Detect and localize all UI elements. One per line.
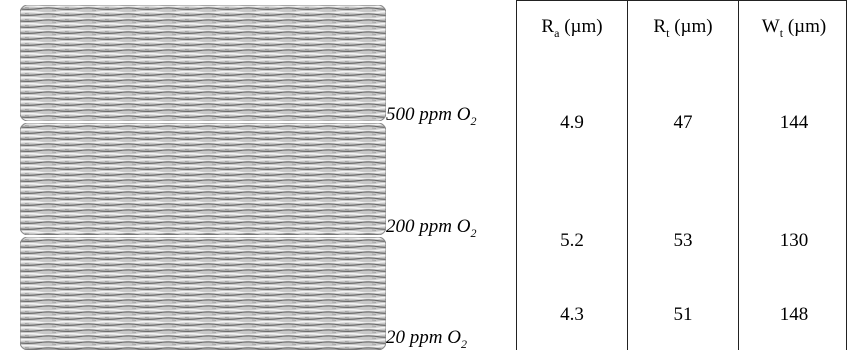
label-sub: 2 (460, 336, 467, 351)
header-unit: (µm) (564, 16, 603, 37)
column-header: Wt (µm) (739, 16, 849, 41)
sample-label: 20 ppm O2 (386, 327, 467, 352)
sample-label: 200 ppm O2 (386, 216, 476, 241)
header-sub: t (666, 25, 670, 40)
table-border (516, 0, 847, 1)
cell: 4.9 (560, 112, 584, 133)
header-sub: t (779, 25, 784, 40)
cell: 53 (673, 230, 693, 251)
micrograph (20, 5, 386, 121)
micrograph (20, 237, 386, 350)
table-border (846, 0, 847, 350)
cell: 148 (779, 304, 809, 325)
cell: 130 (779, 230, 809, 251)
table-border (627, 0, 628, 350)
label-text: 200 ppm O (386, 216, 471, 237)
cell: 47 (673, 112, 693, 133)
header-symbol: R (653, 16, 667, 37)
label-sub: 2 (470, 225, 477, 240)
header-unit: (µm) (674, 16, 713, 37)
header-unit: (µm) (787, 16, 827, 37)
cell: 5.2 (560, 230, 584, 251)
sample-label: 500 ppm O2 (386, 104, 476, 129)
header-sub: a (554, 25, 560, 40)
label-text: 500 ppm O (386, 104, 471, 125)
column-header: Rt (µm) (628, 16, 738, 41)
header-symbol: W (761, 16, 780, 37)
micrograph (20, 123, 386, 235)
table-border (738, 0, 739, 350)
column-header: Ra (µm) (517, 16, 627, 41)
table-border (516, 0, 517, 350)
label-text: 20 ppm O (386, 327, 461, 348)
cell: 4.3 (560, 304, 584, 325)
label-sub: 2 (470, 113, 477, 128)
cell: 51 (673, 304, 693, 325)
cell: 144 (779, 112, 809, 133)
header-symbol: R (541, 16, 555, 37)
